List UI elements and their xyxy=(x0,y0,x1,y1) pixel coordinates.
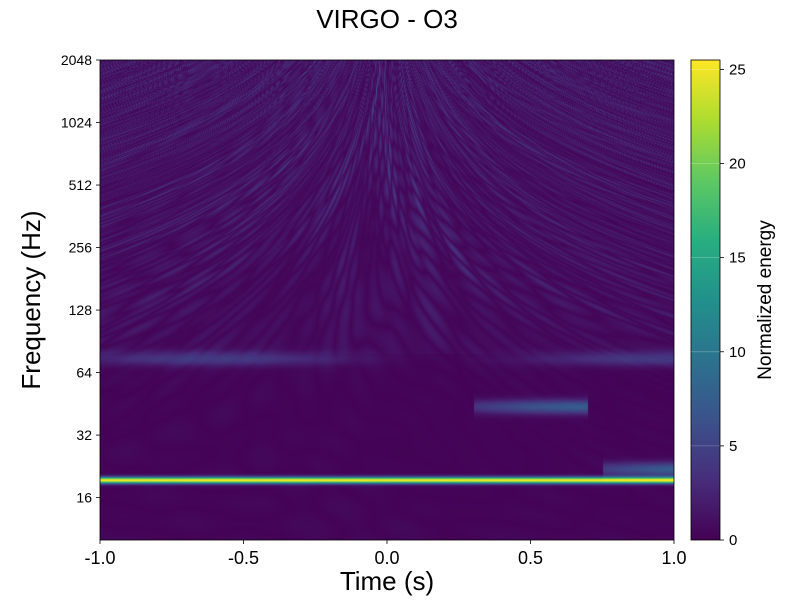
y-tick-label: 2048 xyxy=(61,52,92,68)
x-tick-label: 1.0 xyxy=(661,548,686,568)
x-tick-label: -0.5 xyxy=(228,548,259,568)
spectrogram-heatmap xyxy=(100,60,674,540)
colorbar-ticks: 0 5 10 15 20 25 xyxy=(691,61,746,549)
y-tick-label: 128 xyxy=(69,302,93,318)
colorbar-tick-label: 20 xyxy=(729,156,746,173)
y-tick-label: 1024 xyxy=(61,115,92,131)
x-tick-label: 0.5 xyxy=(518,548,543,568)
colorbar-label: Normalized energy xyxy=(755,220,776,380)
x-axis-ticks: -1.0 -0.5 0.0 0.5 1.0 xyxy=(84,540,687,568)
colorbar xyxy=(690,59,721,541)
y-axis-ticks: 16 32 64 128 256 512 1024 2048 xyxy=(61,52,100,506)
colorbar-tick-label: 5 xyxy=(729,438,737,455)
colorbar-tick-label: 10 xyxy=(729,344,746,361)
colorbar-tick-label: 25 xyxy=(729,61,746,78)
chart-title: VIRGO - O3 xyxy=(316,4,458,34)
y-axis-label: Frequency (Hz) xyxy=(16,210,46,389)
x-tick-label: 0.0 xyxy=(374,548,399,568)
colorbar-tick-label: 15 xyxy=(729,250,746,267)
y-tick-label: 16 xyxy=(76,490,92,506)
y-tick-label: 256 xyxy=(69,240,93,256)
y-tick-label: 32 xyxy=(76,427,92,443)
colorbar-tick-label: 0 xyxy=(729,532,737,549)
y-tick-label: 64 xyxy=(76,365,92,381)
x-tick-label: -1.0 xyxy=(84,548,115,568)
x-axis-label: Time (s) xyxy=(340,566,434,596)
y-tick-label: 512 xyxy=(69,177,93,193)
